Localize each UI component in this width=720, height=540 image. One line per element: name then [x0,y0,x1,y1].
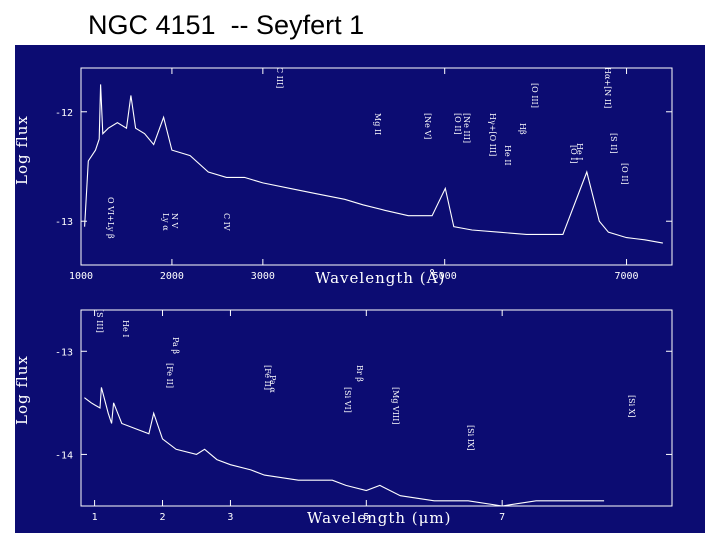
spectrum-panel: 1000 2000 3000 5000 7000 -12 -13 O VI+Ly β Ly … [15,45,705,533]
infrared-plot-frame [80,309,673,507]
emission-line-label: C IV [222,213,231,231]
emission-line-label: [Fe II] [263,365,272,390]
x-tick-label: 1 [92,512,98,523]
y-tick-label: -13 [55,217,73,228]
x-tick-label: 1000 [69,271,93,282]
emission-line-label: C III] [275,67,284,88]
y-tick-label: -14 [55,450,73,461]
emission-line-label: He II [503,145,512,166]
emission-line-label: He I [575,143,584,160]
emission-line-label: [S II] [609,133,618,154]
x-tick-label: 2 [160,512,166,523]
uv-optical-spectrum-line [84,84,663,244]
emission-line-label: [Ne III] [462,113,471,143]
emission-line-label: [Si VI] [343,387,352,413]
emission-line-label: O VI+Ly β [106,197,115,239]
slide-title: NGC 4151 -- Seyfert 1 [88,10,365,40]
emission-line-label: [O III] [530,83,539,108]
emission-line-label: Br β [355,365,364,382]
infrared-x-axis-title: Wavelength (μm) [307,509,451,527]
emission-line-label: Hβ [518,123,527,135]
y-tick-label: -12 [55,108,73,119]
uv-optical-x-axis-title: Wavelength (Å) [315,269,445,287]
emission-line-label: [Si X] [627,395,636,418]
emission-line-label: N V [170,213,179,229]
emission-line-label: [Fe II] [165,363,174,388]
x-tick-label: 5 [363,512,369,523]
emission-line-label: Ly α [161,213,170,231]
infrared-plot: 1 2 3 5 7 -13 -14 [S III] He I Pa β [Fe II] [Fe I… [15,309,673,527]
x-tick-label: 5000 [433,271,457,282]
emission-line-label: Pa β [171,337,180,354]
emission-line-label: [O I] [569,145,578,164]
x-tick-label: 3000 [251,271,275,282]
emission-line-label: He I [121,320,130,337]
emission-line-label: [S III] [95,309,104,333]
emission-line-label: [Si IX] [466,425,475,451]
emission-line-label: Hα+[N II] [603,67,612,108]
uv-optical-plot: 1000 2000 3000 5000 7000 -12 -13 O VI+Ly β Ly … [15,67,673,287]
emission-line-label: Mg II [373,113,382,135]
x-tick-label: 7 [499,512,505,523]
y-tick-label: -13 [55,347,73,358]
uv-optical-plot-frame [80,67,673,266]
spectrum-chart: 1000 2000 3000 5000 7000 -12 -13 O VI+Ly β Ly … [15,67,673,527]
infrared-spectrum-line [84,387,605,507]
x-tick-label: 2000 [160,271,184,282]
emission-line-label: Hγ+[O III] [488,113,497,156]
emission-line-label: [Mg VIII] [391,387,400,424]
x-tick-label: 3 [227,512,233,523]
uv-optical-y-axis-title: Log flux [15,115,31,185]
emission-line-label: Pa α [268,375,277,393]
emission-line-label: [Ne V] [423,113,432,139]
emission-line-label: [O II] [620,163,629,185]
infrared-y-axis-title: Log flux [15,355,31,425]
emission-line-label: [O II] [453,113,462,135]
x-tick-label: 7000 [614,271,638,282]
